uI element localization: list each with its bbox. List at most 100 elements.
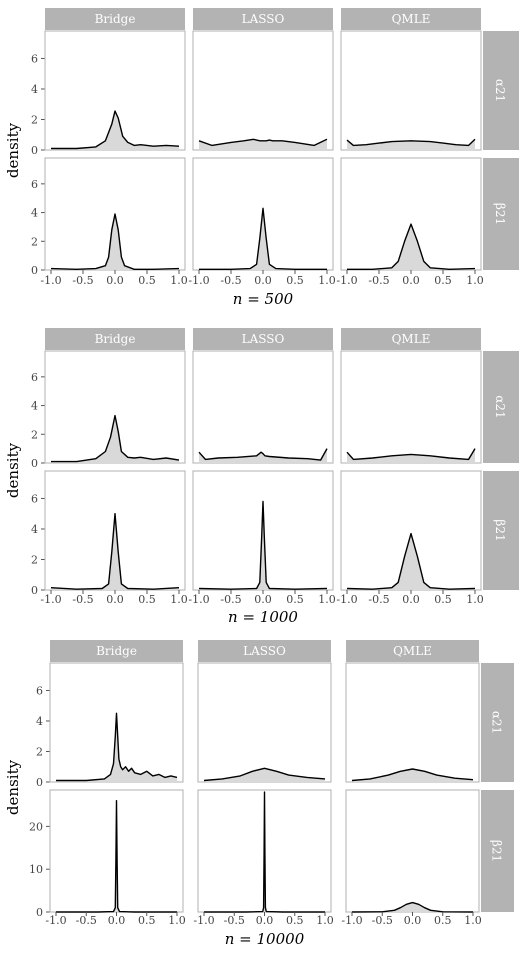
y-tick-label: 0 xyxy=(31,264,38,277)
density-area-lasso xyxy=(199,448,327,463)
x-tick-label: 1.0 xyxy=(318,274,336,287)
row-strip-label: α21 xyxy=(490,711,504,734)
facet-strip-qmle xyxy=(341,8,481,30)
x-tick-label: -0.5 xyxy=(368,274,389,287)
density-area-qmle xyxy=(347,139,475,150)
chart-group-1: Bridge LASSO QMLE α21 0 2 4 6 β21 0 2 4 6 -1.0 -0.5 0.0… xyxy=(4,328,519,626)
panel-lasso-row0 xyxy=(197,662,332,783)
facet-strip-bridge xyxy=(50,640,183,662)
x-tick-label: 0.5 xyxy=(434,593,452,606)
x-tick-label: 0.5 xyxy=(138,593,156,606)
row-strip-label: α21 xyxy=(493,395,507,418)
facet-label: QMLE xyxy=(392,332,431,346)
y-tick-label: 10 xyxy=(29,863,43,876)
row-strip xyxy=(483,31,519,150)
x-axis-label: n = 10000 xyxy=(225,930,305,948)
facet-label: Bridge xyxy=(96,644,137,658)
y-tick-label: 4 xyxy=(31,400,38,413)
density-curve-lasso xyxy=(198,448,328,461)
y-axis-label: density xyxy=(4,122,22,178)
x-tick-label: 0.0 xyxy=(106,274,124,287)
y-tick-label: 0 xyxy=(36,776,43,789)
y-tick-label: 2 xyxy=(31,235,38,248)
x-tick-label: 0.5 xyxy=(286,914,304,927)
y-tick-label: 0 xyxy=(31,144,38,157)
y-tick-label: 0 xyxy=(31,584,38,597)
facet-strip-bridge xyxy=(45,328,185,350)
density-area-qmle xyxy=(352,902,473,912)
x-tick-label: 0.0 xyxy=(106,593,124,606)
panel-qmle-row1 xyxy=(345,789,480,913)
x-tick-label: 1.0 xyxy=(466,274,484,287)
facet-label: Bridge xyxy=(95,12,136,26)
density-curve-bridge xyxy=(56,712,178,782)
x-tick-label: 0.0 xyxy=(108,914,126,927)
y-tick-label: 6 xyxy=(36,684,43,697)
x-tick-label: 0.0 xyxy=(256,914,274,927)
panel-qmle-row0 xyxy=(340,350,482,464)
panel-qmle-row0 xyxy=(340,30,482,151)
y-tick-label: 6 xyxy=(31,371,38,384)
x-tick-label: -1.0 xyxy=(188,593,209,606)
y-tick-label: 0 xyxy=(36,906,43,919)
density-curve-bridge xyxy=(50,213,180,270)
x-tick-label: 0.0 xyxy=(254,593,272,606)
x-tick-label: 0.5 xyxy=(434,274,452,287)
x-tick-label: 1.0 xyxy=(316,914,334,927)
chart-group-0: Bridge LASSO QMLE α21 0 2 4 6 β21 0 2 4 6 -1.0 -0.5 0.0… xyxy=(4,8,519,308)
density-curve-qmle xyxy=(351,901,474,913)
row-strip xyxy=(483,351,519,463)
y-tick-label: 4 xyxy=(31,523,38,536)
density-curve-lasso xyxy=(199,207,327,270)
x-tick-label: -1.0 xyxy=(188,274,209,287)
x-tick-label: 0.0 xyxy=(402,593,420,606)
y-tick-label: 2 xyxy=(36,745,43,758)
density-curve-lasso xyxy=(203,767,326,782)
y-tick-label: 6 xyxy=(31,52,38,65)
y-tick-label: 2 xyxy=(31,428,38,441)
facet-label: QMLE xyxy=(392,12,431,26)
facet-label: LASSO xyxy=(242,12,285,26)
density-curve-lasso xyxy=(198,138,328,147)
x-tick-label: -0.5 xyxy=(76,914,97,927)
density-area-qmle xyxy=(347,533,475,590)
density-curve-qmle xyxy=(346,532,476,590)
x-tick-label: 0.5 xyxy=(138,274,156,287)
density-area-lasso xyxy=(199,139,327,150)
x-tick-label: -0.5 xyxy=(220,274,241,287)
x-tick-label: -0.5 xyxy=(220,593,241,606)
x-tick-label: -1.0 xyxy=(40,274,61,287)
density-curve-qmle xyxy=(346,448,476,461)
density-curve-qmle xyxy=(347,223,476,270)
chart-group-2: Bridge LASSO QMLE α21 0 2 4 6 β21 0 10 20 -1.0 -0.5 0.… xyxy=(4,640,514,948)
density-area-qmle xyxy=(347,448,475,463)
x-tick-label: 0.5 xyxy=(286,593,304,606)
x-tick-label: 0.5 xyxy=(286,274,304,287)
facet-strip-lasso xyxy=(198,640,331,662)
y-tick-label: 4 xyxy=(31,207,38,220)
density-area-lasso xyxy=(199,501,327,590)
panel-lasso-row0 xyxy=(192,350,334,464)
row-strip xyxy=(483,158,519,270)
row-strip xyxy=(481,790,514,912)
x-tick-label: -1.0 xyxy=(40,593,61,606)
density-area-bridge xyxy=(51,214,179,270)
density-area-bridge xyxy=(51,111,179,150)
facet-strip-lasso xyxy=(193,8,333,30)
x-tick-label: 1.0 xyxy=(168,914,186,927)
density-curve-lasso xyxy=(204,791,325,913)
x-tick-label: -0.5 xyxy=(72,274,93,287)
x-axis-label: n = 500 xyxy=(233,290,294,308)
density-curve-lasso xyxy=(198,500,328,590)
x-tick-label: -0.5 xyxy=(372,914,393,927)
y-tick-label: 4 xyxy=(31,83,38,96)
y-tick-label: 2 xyxy=(31,113,38,126)
facet-strip-qmle xyxy=(341,328,481,350)
panel-qmle-row0 xyxy=(345,662,480,783)
x-tick-label: 1.0 xyxy=(170,274,188,287)
x-tick-label: 1.0 xyxy=(464,914,482,927)
row-strip xyxy=(483,471,519,590)
density-area-bridge xyxy=(51,415,179,463)
x-tick-label: 1.0 xyxy=(170,593,188,606)
x-tick-label: 0.5 xyxy=(138,914,156,927)
